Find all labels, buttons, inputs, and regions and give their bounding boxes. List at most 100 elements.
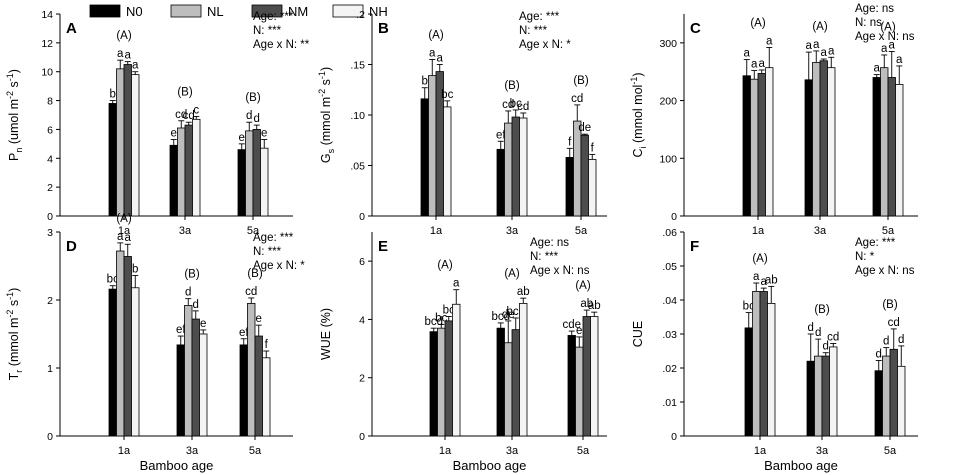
panel-f-bar-n0	[806, 360, 815, 437]
panel-c-group-label: (A)	[750, 17, 766, 29]
panel-d-significance-letter: d	[193, 299, 199, 311]
panel-f-bar-nm	[889, 348, 898, 437]
panel-e-bar-nl	[575, 346, 584, 437]
panel-a-bar-nh	[131, 74, 140, 217]
panel-f-bar-nh	[829, 346, 838, 437]
panel-d-significance-letter: e	[256, 313, 262, 325]
panel-e-bar-n0	[496, 327, 505, 437]
panel-d-ylabel-part: s	[7, 300, 21, 310]
legend: N0 NL NM NH	[89, 4, 388, 19]
panel-b-bar-n0	[565, 157, 574, 217]
panel-c-letter: C	[690, 20, 701, 37]
panel-c-category-label: 3a	[814, 225, 827, 237]
panel-d-ytick-label: 0	[47, 431, 53, 443]
panel-a-ylabel-part: s	[7, 81, 21, 91]
panel-c-stats-line: Age x N: ns	[855, 31, 915, 43]
panel-c-significance-letter: a	[874, 63, 881, 75]
legend-label-nl: NL	[207, 4, 224, 19]
panel-f-bar-nl	[752, 291, 761, 437]
panel-a-bar-nl	[245, 130, 254, 217]
panel-e-bar-nl	[504, 342, 513, 437]
panel-f-significance-letter: cd	[888, 317, 900, 329]
panel-e-bar-nh	[519, 302, 528, 437]
panel-b-category-label: 5a	[575, 225, 588, 237]
panel-e-significance-letter: ab	[517, 286, 530, 298]
panel-e-stats-line: Age: ns	[530, 237, 569, 249]
panel-d-bar-n0	[239, 344, 248, 437]
panel-e-category-label: 1a	[439, 445, 452, 457]
panel-f-bar-nl	[814, 355, 823, 437]
panel-e-significance-letter: de	[502, 309, 515, 321]
panel-f-letter: F	[690, 238, 699, 255]
panel-c-bar-nl	[812, 62, 821, 217]
panel-b-significance-letter: de	[578, 122, 591, 134]
panel-c-significance-letter: a	[896, 54, 903, 66]
panel-c-bar-nh	[827, 67, 836, 217]
panel-f-bar-nh	[897, 365, 906, 437]
panel-c-group-label: (A)	[812, 21, 828, 33]
panel-a-ylabel-part: -2	[5, 91, 15, 99]
panel-a-group-label: (B)	[245, 92, 261, 104]
panel-f-xlabel: Bamboo age	[764, 458, 838, 473]
panel-d-category-label: 1a	[118, 445, 131, 457]
panel-a-significance-letter: cd	[183, 110, 195, 122]
panel-c-bar-nh	[895, 84, 904, 217]
panel-a-ylabel-part: -1	[5, 73, 15, 81]
panel-b-ylabel-part: G	[319, 153, 333, 163]
panel-b-ytick-label: .2	[356, 9, 365, 21]
panel-a-significance-letter: cd	[175, 109, 187, 121]
panel-b-significance-letter: a	[429, 47, 436, 59]
panel-d-ylabel-part: (mmol m	[7, 318, 21, 370]
panel-f-ytick-label: .04	[662, 295, 677, 307]
panel-c-ytick-label: 200	[659, 96, 677, 108]
panel-c-bar-nm	[819, 60, 828, 217]
panel-c-bar-n0	[872, 77, 881, 217]
panel-a-stats-line: Age x N: **	[253, 39, 310, 51]
panel-f-category-label: 5a	[884, 445, 897, 457]
panel-a-bar-nh	[260, 147, 269, 217]
panel-b-significance-letter: ef	[496, 129, 506, 141]
panel-a-category-label: 5a	[247, 225, 260, 237]
panel-c-group-label: (A)	[880, 22, 896, 34]
panel-e-ylabel: WUE (%)	[319, 308, 333, 360]
panel-b-bar-nl	[573, 120, 582, 217]
panel-d-significance-letter: b	[132, 264, 138, 276]
legend-item-nl: NL	[170, 4, 224, 19]
panel-e-bar-n0	[567, 335, 576, 437]
panel-a-stats-line: Age: ***	[253, 11, 294, 23]
panel-b-significance-letter: f	[591, 142, 595, 154]
panel-f-stats-line: N: *	[855, 251, 875, 263]
panel-a-significance-letter: a	[117, 48, 124, 60]
panel-e-significance-letter: e	[576, 325, 582, 337]
panel-f-significance-letter: d	[898, 334, 904, 346]
panel-f-bar-nm	[821, 355, 830, 437]
panel-a-bar-nl	[116, 68, 125, 217]
panel-f-bar-nl	[882, 355, 891, 437]
panel-d-stats-line: Age: ***	[253, 232, 294, 244]
panel-c-bar-nh	[765, 67, 774, 217]
panel-d-significance-letter: ef	[239, 327, 249, 339]
panel-b-significance-letter: bc	[441, 89, 453, 101]
panel-e-bar-nh	[590, 316, 599, 437]
panel-b-bar-nl	[428, 75, 437, 217]
panel-f-bar-nh	[767, 302, 776, 437]
panel-b-ytick-label: .15	[350, 60, 365, 72]
panel-b-category-label: 3a	[506, 225, 519, 237]
panel-e-significance-letter: bc	[443, 305, 455, 317]
panel-e-significance-letter: ab	[588, 300, 601, 312]
panel-a-ylabel-part: (umol m	[7, 99, 21, 148]
panel-b-significance-letter: b	[422, 76, 428, 88]
panel-d-ylabel-part: T	[7, 372, 21, 380]
panel-b-ylabel-part: (mmol m	[319, 97, 333, 149]
panel-b-bar-nm	[511, 116, 520, 217]
panel-a-ylabel-part: P	[7, 153, 21, 161]
panel-b-bar-nh	[443, 106, 452, 217]
panel-b-significance-letter: bc	[510, 98, 522, 110]
panel-f-significance-letter: d	[808, 322, 814, 334]
panel-a-ytick-label: 14	[41, 9, 53, 21]
panel-d-bar-nh	[199, 333, 208, 437]
panel-d-bar-nl	[184, 305, 193, 437]
panel-e-category-label: 5a	[577, 445, 590, 457]
